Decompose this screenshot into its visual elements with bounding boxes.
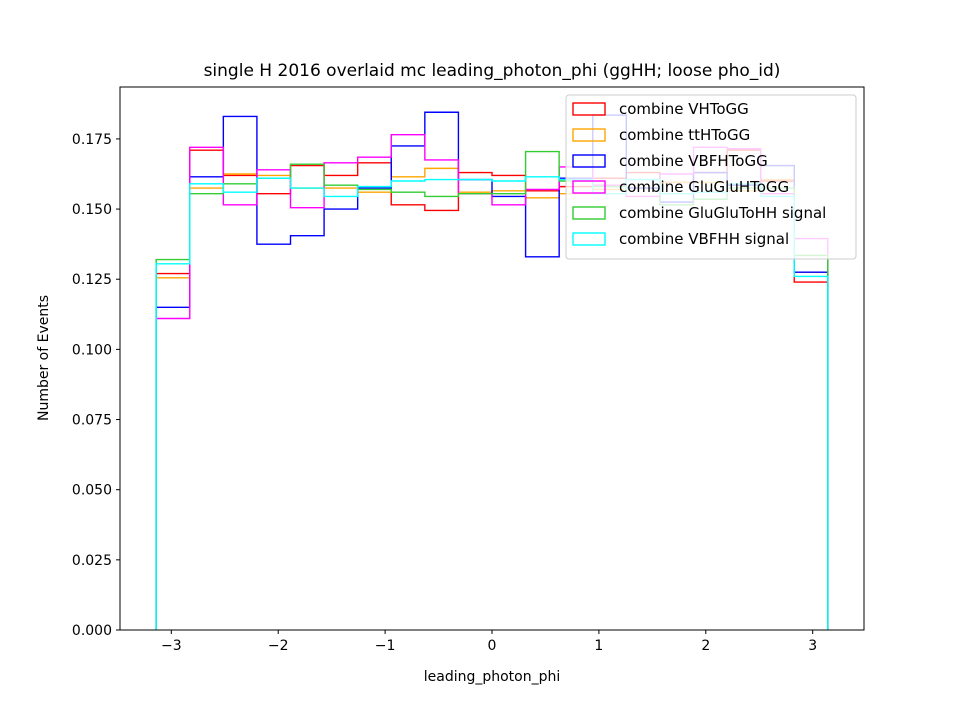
legend-label: combine VHToGG — [619, 100, 749, 118]
y-tick-label: 0.125 — [72, 272, 112, 288]
y-tick-label: 0.025 — [72, 553, 112, 569]
legend-swatch — [572, 232, 606, 246]
x-tick-label: 2 — [701, 638, 710, 654]
y-tick-label: 0.150 — [72, 202, 112, 218]
x-tick-label: −3 — [161, 638, 182, 654]
y-tick-label: 0.000 — [72, 623, 112, 639]
legend-swatch — [572, 180, 606, 194]
x-tick-label: −2 — [268, 638, 289, 654]
legend: combine VHToGG combine ttHToGG combine VBF… — [565, 94, 857, 260]
y-tick-label: 0.100 — [72, 342, 112, 358]
legend-swatch — [572, 128, 606, 142]
legend-swatch — [572, 102, 606, 116]
legend-box — [565, 94, 857, 260]
legend-label: combine VBFHH signal — [619, 230, 789, 248]
x-tick-label: −1 — [375, 638, 396, 654]
legend-label: combine GluGluHToGG — [619, 178, 789, 196]
legend-label: combine VBFHToGG — [619, 152, 768, 170]
y-axis-label: Number of Events — [36, 295, 52, 421]
y-tick-label: 0.175 — [72, 132, 112, 148]
x-tick-label: 1 — [594, 638, 603, 654]
legend-label: combine ttHToGG — [619, 126, 750, 144]
x-axis: −3 −2 −1 0 1 2 3 — [161, 630, 817, 654]
y-tick-label: 0.075 — [72, 413, 112, 429]
y-tick-label: 0.050 — [72, 483, 112, 499]
legend-swatch — [572, 206, 606, 220]
x-axis-label: leading_photon_phi — [424, 669, 561, 685]
legend-label: combine GluGluToHH signal — [619, 204, 826, 222]
y-axis: 0.000 0.025 0.050 0.075 0.100 0.125 0.150 0.175 — [72, 132, 120, 639]
x-tick-label: 0 — [488, 638, 497, 654]
legend-swatch — [572, 154, 606, 168]
x-tick-label: 3 — [808, 638, 817, 654]
chart-title: single H 2016 overlaid mc leading_photon… — [204, 61, 781, 81]
